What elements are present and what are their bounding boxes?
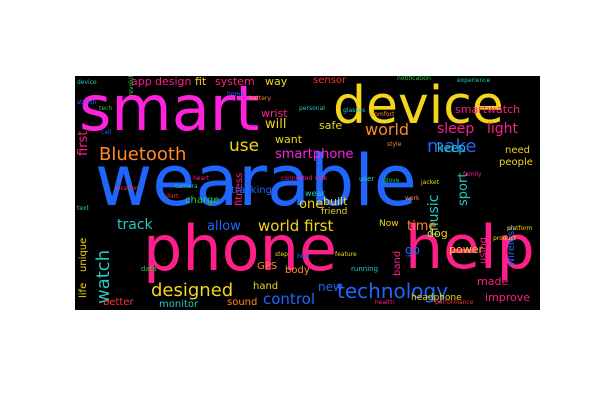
word-phone: phone xyxy=(143,212,338,285)
word-feature: feature xyxy=(335,251,357,258)
word-performance: performance xyxy=(435,299,474,306)
word-improve: improve xyxy=(485,291,531,304)
word-text: text xyxy=(77,205,89,212)
word-app: app xyxy=(131,76,152,88)
word-allow: allow xyxy=(207,219,241,234)
word-shirt: shirt xyxy=(165,193,179,200)
word-safe: safe xyxy=(319,119,343,132)
word-now: Now xyxy=(379,219,399,229)
word-using: using xyxy=(478,236,489,264)
word-built: built xyxy=(323,195,348,208)
word-friend: friend xyxy=(321,207,348,217)
word-health: health xyxy=(375,299,394,306)
word-dog: dog xyxy=(427,227,448,240)
word-smartwatch: smartwatch xyxy=(455,103,521,116)
word-use: use xyxy=(229,136,260,156)
word-better: better xyxy=(103,297,134,308)
word-technology: technology xyxy=(337,279,449,303)
word-camera: camera xyxy=(175,183,198,190)
word-system: system xyxy=(215,76,255,88)
word-wear: wear xyxy=(305,189,325,198)
word-headphone: headphone xyxy=(411,293,462,303)
word-power: power xyxy=(449,243,483,256)
word-cloud-canvas: wearable smart phone device help Bluetoo… xyxy=(75,76,540,310)
word-way: way xyxy=(265,76,288,88)
word-light: light xyxy=(487,121,519,137)
word-heart: heart xyxy=(193,175,209,182)
word-sleep: sleep xyxy=(437,121,475,137)
word-smartphone: smartphone xyxy=(275,147,354,162)
word-connected: connected xyxy=(281,175,313,182)
word-work: work xyxy=(405,195,420,202)
word-new: new xyxy=(318,280,343,294)
word-bluetooth: Bluetooth xyxy=(99,144,187,165)
word-rate: rate xyxy=(315,175,328,182)
word-smart: smart xyxy=(79,76,260,145)
word-style: style xyxy=(387,141,402,148)
word-watch: watch xyxy=(93,249,114,304)
word-experience: experience xyxy=(457,77,491,84)
word-charge: charge xyxy=(185,195,220,206)
word-world: world xyxy=(365,120,410,139)
word-fit: fit xyxy=(195,76,207,88)
word-running: running xyxy=(351,265,379,273)
word-sensor: sensor xyxy=(313,76,347,86)
word-home: home xyxy=(227,91,245,98)
word-help: help xyxy=(405,213,535,283)
word-sound: sound xyxy=(227,297,258,308)
word-control: control xyxy=(263,290,315,308)
word-track: track xyxy=(117,217,153,233)
word-family: family xyxy=(463,171,482,178)
word-body: body xyxy=(285,265,310,276)
word-want: want xyxy=(275,133,303,146)
word-gps: GPS xyxy=(257,261,278,272)
word-stylish: stylish xyxy=(77,99,97,106)
word-call: call xyxy=(101,129,112,136)
word-data: data xyxy=(141,265,157,273)
word-platform: platform xyxy=(507,225,533,232)
word-user: user xyxy=(359,175,375,183)
word-need: need xyxy=(505,145,530,156)
word-made: made xyxy=(477,275,509,288)
word-wrist: wrist xyxy=(261,107,288,120)
word-keep: keep xyxy=(437,141,466,155)
word-go: go xyxy=(405,243,420,257)
word-time: time xyxy=(407,219,437,234)
word-notification: notification xyxy=(397,76,431,82)
word-wearable: wearable xyxy=(95,140,417,222)
word-step: step xyxy=(275,251,288,258)
word-design: design xyxy=(155,76,192,88)
word-revolutionary: revolutionary xyxy=(128,76,135,96)
word-make: make xyxy=(427,136,477,157)
word-device: device xyxy=(333,76,504,136)
word-one: one xyxy=(299,197,324,212)
word-battery: battery xyxy=(249,95,271,102)
word-bike: bike xyxy=(297,253,310,260)
word-world-first: world first xyxy=(258,217,334,235)
word-glove: glove xyxy=(383,177,400,184)
word-comfort: comfort xyxy=(371,111,395,118)
word-device-small: device xyxy=(77,79,97,86)
word-monitor: monitor xyxy=(159,299,199,310)
word-band: band xyxy=(392,250,403,276)
word-unique: unique xyxy=(78,237,89,272)
word-tech: tech xyxy=(99,105,113,112)
word-first: first xyxy=(76,130,91,156)
word-life: life xyxy=(78,282,89,298)
word-will: will xyxy=(265,117,287,132)
word-glasses: glasses xyxy=(343,107,366,114)
word-tracking: tracking xyxy=(231,185,272,196)
word-product: product xyxy=(493,235,517,242)
word-jacket: jacket xyxy=(421,179,439,186)
word-designed: designed xyxy=(151,280,234,301)
word-people: people xyxy=(499,157,533,168)
word-hand: hand xyxy=(253,281,279,292)
word-personal: personal xyxy=(299,105,325,112)
word-location: location xyxy=(115,185,139,192)
